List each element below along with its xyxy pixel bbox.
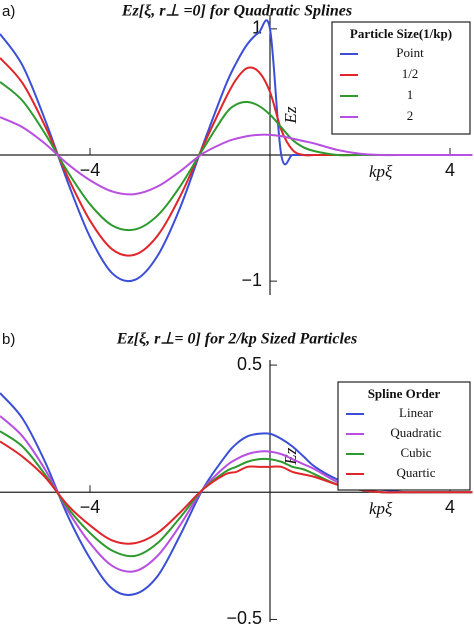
legend-label: Point	[396, 45, 424, 60]
y-tick-label: −1	[241, 270, 262, 290]
x-tick-label: 4	[445, 160, 455, 180]
x-tick-label: −4	[80, 160, 101, 180]
panel-label: a)	[2, 3, 15, 20]
legend-label: Cubic	[400, 445, 431, 460]
y-tick-label: 0.5	[237, 354, 262, 374]
legend-title: Particle Size(1/kp)	[350, 26, 452, 41]
legend-label: 1/2	[402, 66, 419, 81]
x-axis-label: kpξ	[369, 499, 393, 518]
y-axis-label: Ez	[281, 106, 300, 124]
y-tick-label: −0.5	[226, 608, 262, 625]
y-tick-label: 1	[252, 18, 262, 38]
legend-label: Linear	[399, 405, 434, 420]
x-axis-label: kpξ	[369, 162, 393, 181]
legend-label: Quartic	[397, 465, 436, 480]
chart-title: Ez[ξ, r⊥= 0] for 2/kp Sized Particles	[116, 331, 357, 348]
panel-label: b)	[2, 331, 15, 348]
legend-label: Quadratic	[390, 425, 441, 440]
x-tick-label: 4	[445, 497, 455, 517]
series-line	[0, 116, 473, 196]
chart-title: Ez[ξ, r⊥ =0] for Quadratic Splines	[121, 3, 352, 20]
x-tick-label: −4	[80, 497, 101, 517]
legend-box	[331, 21, 471, 135]
legend-box	[337, 381, 471, 491]
legend-label: 1	[407, 87, 414, 102]
legend-label: 2	[407, 108, 414, 123]
legend-title: Spline Order	[368, 386, 441, 401]
series-line	[0, 440, 473, 545]
